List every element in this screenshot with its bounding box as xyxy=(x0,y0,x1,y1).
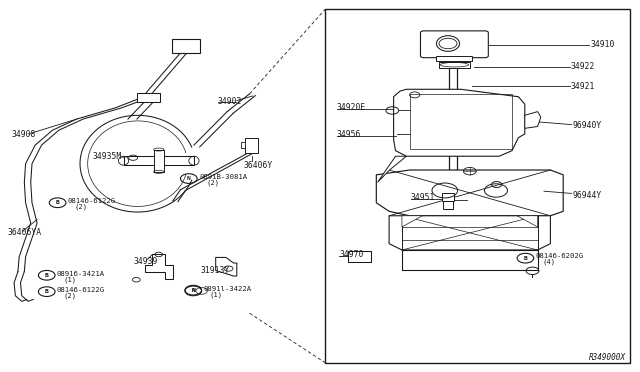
Text: (2): (2) xyxy=(63,293,77,299)
Text: 0891B-3081A: 0891B-3081A xyxy=(199,174,247,180)
Text: (1): (1) xyxy=(63,276,77,283)
Polygon shape xyxy=(376,170,563,216)
Polygon shape xyxy=(394,89,525,156)
Text: 0891l-3422A: 0891l-3422A xyxy=(204,286,252,292)
Text: (2): (2) xyxy=(206,179,220,186)
Text: N: N xyxy=(187,176,191,181)
Bar xyxy=(348,251,371,262)
Text: B: B xyxy=(524,256,527,261)
Text: 08146-6202G: 08146-6202G xyxy=(536,253,584,259)
Text: B: B xyxy=(45,289,49,294)
Text: N: N xyxy=(191,288,195,293)
Polygon shape xyxy=(525,112,541,128)
Text: B: B xyxy=(56,200,60,205)
Bar xyxy=(245,138,258,153)
Bar xyxy=(137,93,160,102)
Text: 96940Y: 96940Y xyxy=(573,121,602,130)
Text: 31913Y: 31913Y xyxy=(200,266,230,275)
Bar xyxy=(439,62,470,68)
Text: N: N xyxy=(191,288,195,294)
Bar xyxy=(241,142,245,148)
Polygon shape xyxy=(402,250,538,270)
Text: 34956: 34956 xyxy=(337,130,361,139)
Bar xyxy=(154,150,164,172)
FancyBboxPatch shape xyxy=(420,31,488,58)
Text: 34908: 34908 xyxy=(12,130,36,139)
Bar xyxy=(443,201,453,209)
Text: 08146-6122G: 08146-6122G xyxy=(68,198,116,204)
Bar xyxy=(325,9,630,363)
Text: 96944Y: 96944Y xyxy=(573,191,602,200)
Text: 34922: 34922 xyxy=(571,62,595,71)
Bar xyxy=(124,156,194,165)
Text: (1): (1) xyxy=(210,291,223,298)
Text: 34939: 34939 xyxy=(133,257,157,266)
Text: R349000X: R349000X xyxy=(589,353,626,362)
Text: 36406YA: 36406YA xyxy=(8,228,42,237)
Bar xyxy=(436,56,472,61)
Bar xyxy=(172,39,200,53)
Text: 34951: 34951 xyxy=(411,193,435,202)
Polygon shape xyxy=(216,257,237,276)
Text: 34921: 34921 xyxy=(571,82,595,91)
Polygon shape xyxy=(517,216,538,227)
Polygon shape xyxy=(145,254,173,279)
Text: B: B xyxy=(45,273,49,278)
Text: 34935M: 34935M xyxy=(93,153,122,161)
Polygon shape xyxy=(389,216,550,250)
Polygon shape xyxy=(378,156,406,182)
Text: (4): (4) xyxy=(542,259,556,265)
Text: 34920E: 34920E xyxy=(337,103,366,112)
Text: 08916-3421A: 08916-3421A xyxy=(57,271,105,277)
Bar xyxy=(442,193,454,201)
Text: 36406Y: 36406Y xyxy=(243,161,273,170)
Text: 08146-6122G: 08146-6122G xyxy=(57,287,105,293)
Text: (2): (2) xyxy=(75,203,88,210)
Bar xyxy=(410,94,512,149)
Text: 34902: 34902 xyxy=(218,97,242,106)
Polygon shape xyxy=(402,216,422,227)
Text: 34970: 34970 xyxy=(339,250,364,259)
Text: 34910: 34910 xyxy=(590,40,614,49)
